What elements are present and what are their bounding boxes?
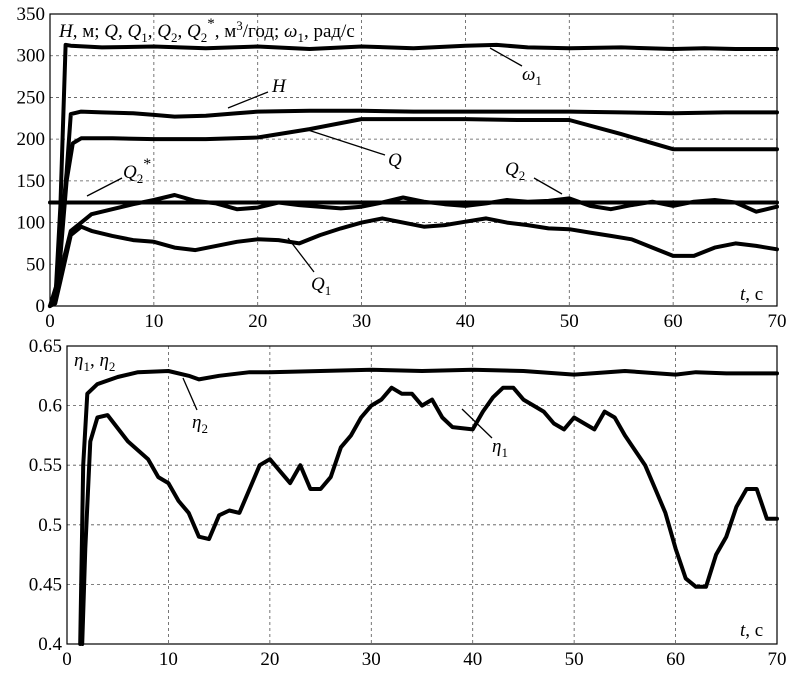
top-x-axis-title: t, с bbox=[740, 284, 763, 305]
top-plot: 0 10 20 30 40 50 60 70 0 50 100 150 200 250 300 350 H, … bbox=[17, 4, 787, 332]
top-series-Q1 bbox=[48, 216, 779, 308]
bottom-x-tick-label: 10 bbox=[159, 649, 178, 670]
top-grid bbox=[50, 14, 777, 306]
bottom-series-eta2 bbox=[78, 367, 779, 646]
eta2-leader bbox=[182, 377, 198, 411]
Q2star-label: Q2* bbox=[123, 156, 151, 186]
top-x-tick-label: 10 bbox=[144, 311, 163, 332]
top-x-tick-label: 40 bbox=[456, 311, 475, 332]
top-y-tick-label: 150 bbox=[17, 171, 46, 192]
bottom-x-tick-label: 0 bbox=[62, 649, 72, 670]
Q2star-leader bbox=[86, 177, 123, 197]
bottom-y-tick-label: 0.55 bbox=[29, 455, 62, 476]
top-y-tick-label: 100 bbox=[17, 213, 46, 234]
eta1-leader bbox=[461, 408, 493, 439]
bottom-curves bbox=[78, 367, 779, 646]
top-x-tick-label: 20 bbox=[248, 311, 267, 332]
bottom-y-tick-label: 0.5 bbox=[38, 515, 62, 536]
top-x-tick-label: 50 bbox=[560, 311, 579, 332]
top-curves bbox=[48, 42, 779, 308]
Q-leader bbox=[307, 129, 386, 156]
omega1-leader bbox=[489, 47, 523, 67]
omega1-label: ω1 bbox=[522, 64, 542, 88]
bottom-y-tick-label: 0.6 bbox=[38, 396, 62, 417]
eta1-label: η1 bbox=[492, 436, 508, 460]
top-y-tick-label: 0 bbox=[36, 296, 46, 317]
bottom-x-tick-label: 70 bbox=[768, 649, 787, 670]
bottom-y-axis-title: η1, η2 bbox=[74, 350, 115, 374]
bottom-ticks: 0 10 20 30 40 50 60 70 0.4 0.45 0.5 0.55 0.6 0.65 bbox=[29, 336, 787, 670]
top-y-tick-label: 250 bbox=[17, 87, 46, 108]
top-x-tick-label: 30 bbox=[352, 311, 371, 332]
bottom-x-tick-label: 40 bbox=[463, 649, 482, 670]
bottom-x-tick-label: 20 bbox=[260, 649, 279, 670]
Q2-leader bbox=[533, 177, 563, 195]
top-y-axis-title: H, м; Q, Q1, Q2, Q2*, м3/год; ω1, рад/с bbox=[58, 16, 355, 45]
bottom-plot: 0 10 20 30 40 50 60 70 0.4 0.45 0.5 0.55 0.6 0.65 η1,… bbox=[29, 336, 787, 670]
bottom-y-tick-label: 0.45 bbox=[29, 574, 62, 595]
Q-label: Q bbox=[388, 150, 402, 171]
bottom-x-axis-title: t, с bbox=[740, 620, 763, 641]
bottom-series-eta1 bbox=[80, 385, 779, 646]
top-series-omega1 bbox=[48, 42, 779, 308]
eta2-label: η2 bbox=[192, 412, 208, 436]
bottom-y-tick-label: 0.65 bbox=[29, 336, 62, 357]
top-plot-frame bbox=[49, 13, 778, 307]
top-x-tick-label: 0 bbox=[45, 311, 55, 332]
bottom-x-tick-label: 60 bbox=[666, 649, 685, 670]
top-series-Q bbox=[48, 117, 779, 308]
top-x-tick-label: 60 bbox=[664, 311, 683, 332]
top-ticks: 0 10 20 30 40 50 60 70 0 50 100 150 200 250 300 350 bbox=[17, 4, 787, 332]
top-y-tick-label: 300 bbox=[17, 46, 46, 67]
bottom-x-tick-label: 50 bbox=[565, 649, 584, 670]
Q1-leader bbox=[287, 237, 315, 273]
top-series-Q2 bbox=[48, 193, 779, 308]
top-x-tick-label: 70 bbox=[768, 311, 787, 332]
bottom-y-tick-label: 0.4 bbox=[38, 634, 62, 655]
top-y-tick-label: 50 bbox=[26, 254, 45, 275]
H-label: H bbox=[271, 76, 287, 97]
top-y-tick-label: 350 bbox=[17, 4, 46, 25]
bottom-x-tick-label: 30 bbox=[362, 649, 381, 670]
Q1-label: Q1 bbox=[311, 274, 331, 298]
top-series-H bbox=[48, 108, 779, 308]
H-leader bbox=[227, 91, 269, 109]
bottom-plot-frame bbox=[66, 345, 778, 645]
Q2-label: Q2 bbox=[505, 159, 525, 183]
top-y-tick-label: 200 bbox=[17, 129, 46, 150]
